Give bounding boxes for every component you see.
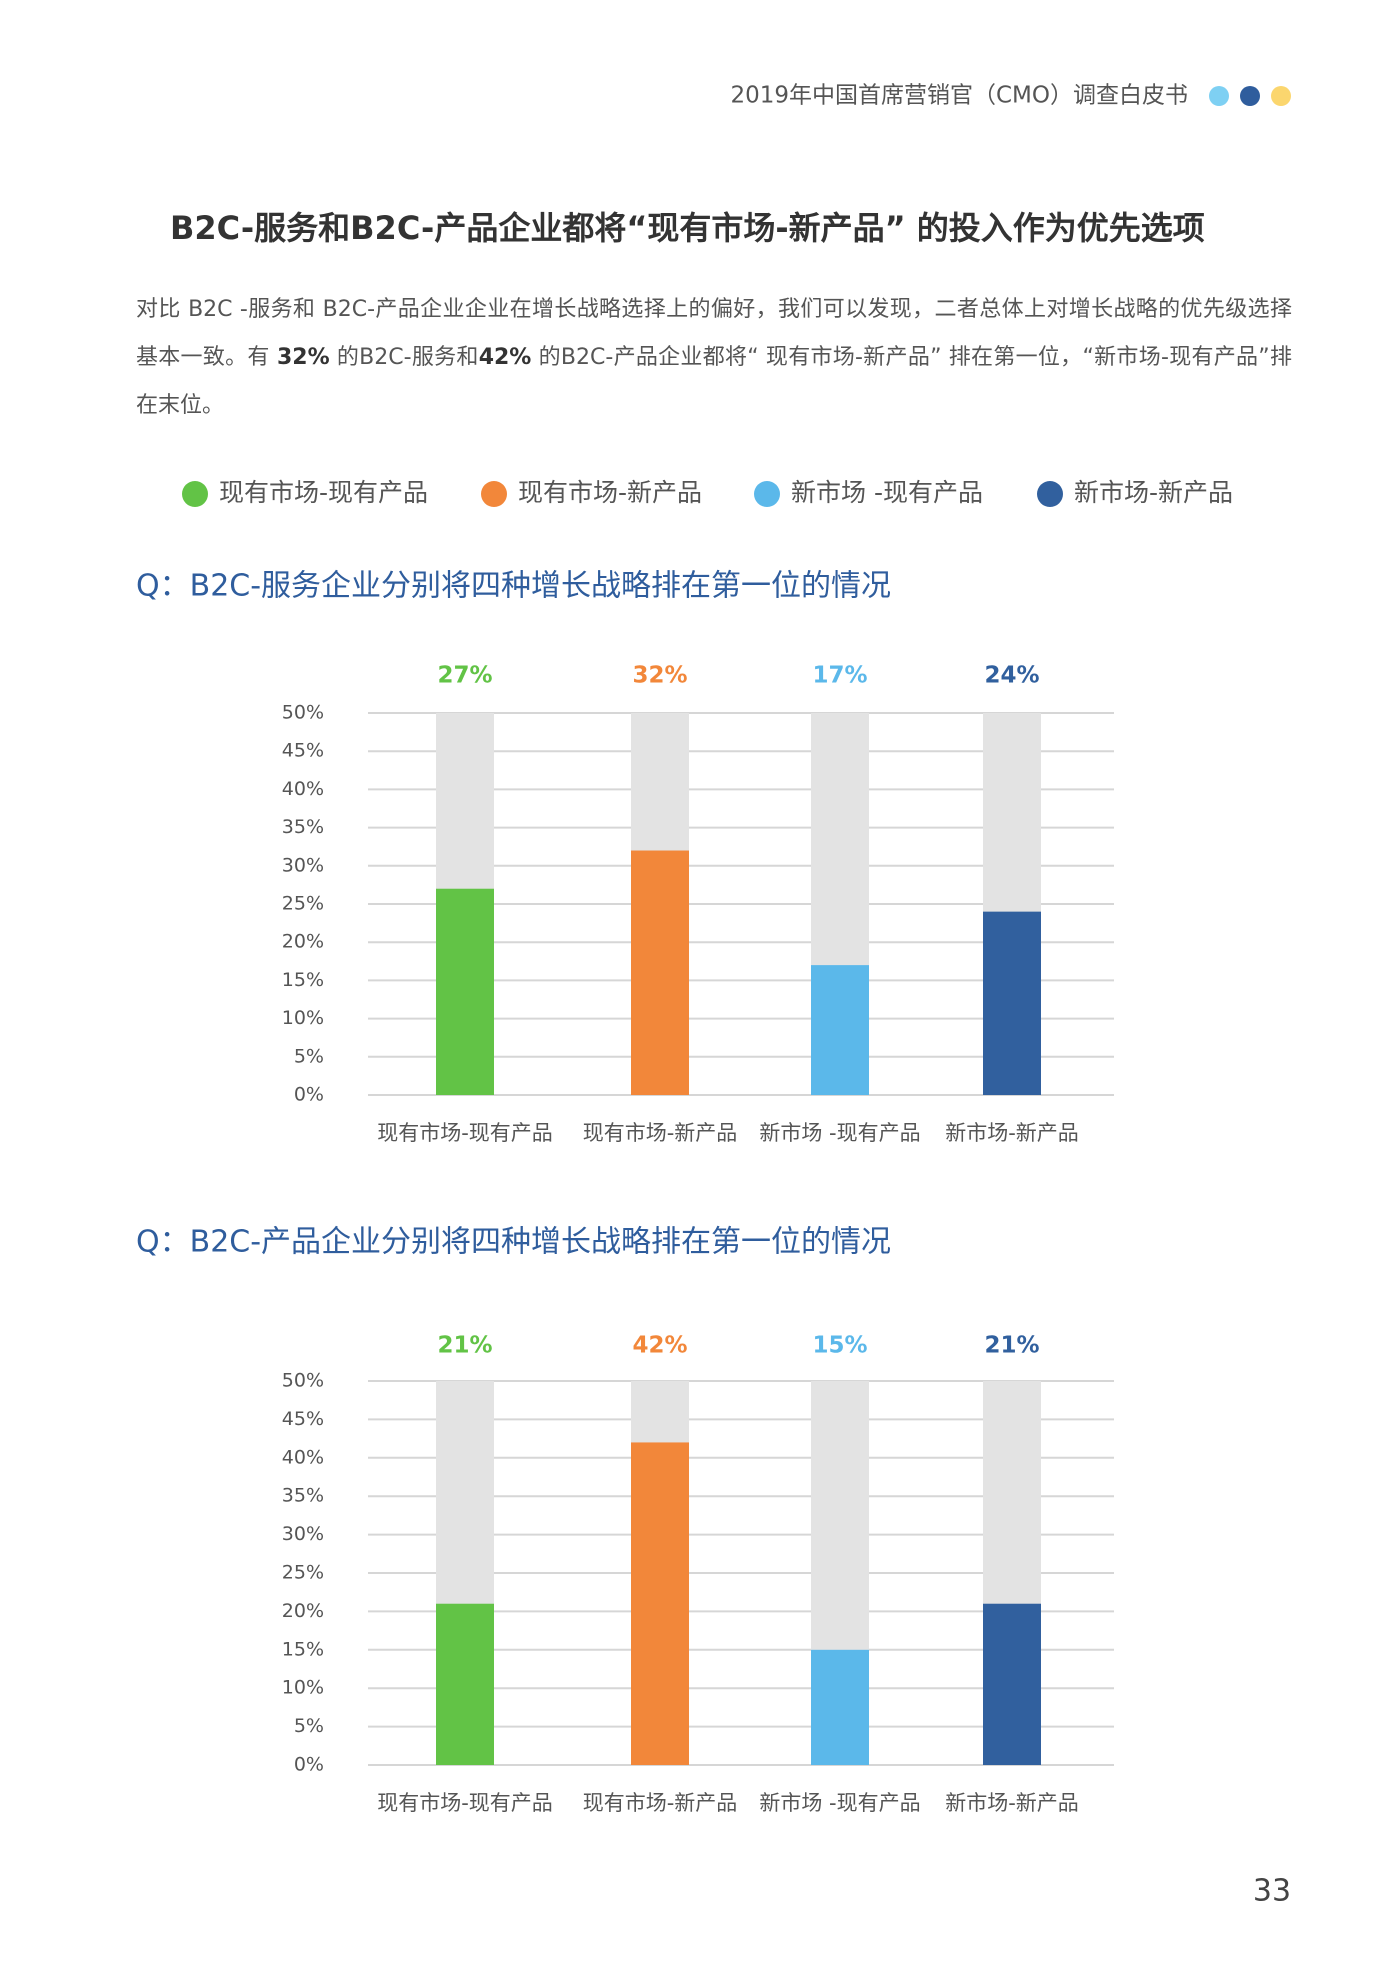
chart-title: Q：B2C-服务企业分别将四种增长战略排在第一位的情况 xyxy=(136,569,891,604)
x-tick-label: 新市场-新产品 xyxy=(945,1121,1079,1145)
legend-swatch xyxy=(1037,481,1063,507)
y-tick-label: 30% xyxy=(282,1523,324,1545)
y-tick-label: 15% xyxy=(282,969,324,991)
x-tick-label: 新市场-新产品 xyxy=(945,1791,1079,1815)
value-label: 24% xyxy=(984,663,1039,689)
legend-swatch xyxy=(754,481,780,507)
bar xyxy=(436,888,494,1095)
y-tick-label: 0% xyxy=(294,1754,324,1776)
chart-title: Q：B2C-产品企业分别将四种增长战略排在第一位的情况 xyxy=(136,1225,891,1260)
paragraph-text: 的B2C-服务和 xyxy=(329,345,479,370)
y-tick-label: 50% xyxy=(282,702,324,724)
value-label: 17% xyxy=(812,663,867,689)
y-tick-label: 10% xyxy=(282,1007,324,1029)
paragraph-text: 的B2C-产品企业都将“ 现有市场-新产品” 排在第一位，“新市场-现有产品”排… xyxy=(136,345,1292,418)
value-label: 15% xyxy=(812,1333,867,1359)
value-label: 21% xyxy=(984,1333,1039,1359)
page-number: 33 xyxy=(1253,1874,1291,1909)
y-tick-label: 45% xyxy=(282,1408,324,1430)
bar xyxy=(631,1442,689,1765)
legend-swatch xyxy=(182,481,208,507)
y-tick-label: 5% xyxy=(294,1045,324,1067)
x-tick-label: 新市场 -现有产品 xyxy=(759,1121,920,1145)
legend-label: 新市场-新产品 xyxy=(1074,478,1233,507)
value-label: 27% xyxy=(437,663,492,689)
y-tick-label: 20% xyxy=(282,1600,324,1622)
bar xyxy=(983,1603,1041,1765)
header: 2019年中国首席营销官（CMO）调查白皮书 xyxy=(730,83,1188,109)
bar xyxy=(811,1649,869,1765)
paragraph-text: 32% xyxy=(276,345,330,370)
y-tick-label: 15% xyxy=(282,1638,324,1660)
x-tick-label: 现有市场-新产品 xyxy=(583,1121,738,1145)
legend-swatch xyxy=(481,481,507,507)
paragraph-text: 对比 B2C -服务和 B2C-产品企业企业在增长战略选择上的偏好，我们可以发现… xyxy=(136,297,1292,370)
bar xyxy=(436,1603,494,1765)
legend-label: 新市场 -现有产品 xyxy=(791,478,983,507)
y-tick-label: 50% xyxy=(282,1370,324,1392)
header-dot xyxy=(1271,86,1291,106)
y-tick-label: 20% xyxy=(282,931,324,953)
legend-label: 现有市场-新产品 xyxy=(518,478,702,507)
y-tick-label: 40% xyxy=(282,1446,324,1468)
y-tick-label: 30% xyxy=(282,854,324,876)
y-tick-label: 35% xyxy=(282,816,324,838)
x-tick-label: 现有市场-新产品 xyxy=(583,1791,738,1815)
value-label: 32% xyxy=(632,663,687,689)
y-tick-label: 40% xyxy=(282,778,324,800)
y-tick-label: 35% xyxy=(282,1485,324,1507)
bar xyxy=(983,911,1041,1095)
paragraph-text: 42% xyxy=(478,345,532,370)
y-tick-label: 25% xyxy=(282,1562,324,1584)
y-tick-label: 10% xyxy=(282,1677,324,1699)
header-dot xyxy=(1240,86,1260,106)
legend-label: 现有市场-现有产品 xyxy=(219,478,428,507)
y-tick-label: 0% xyxy=(294,1084,324,1106)
x-tick-label: 现有市场-现有产品 xyxy=(377,1791,553,1815)
x-tick-label: 新市场 -现有产品 xyxy=(759,1791,920,1815)
x-tick-label: 现有市场-现有产品 xyxy=(377,1121,553,1145)
page-title: B2C-服务和B2C-产品企业都将“现有市场-新产品” 的投入作为优先选项 xyxy=(170,209,1205,247)
y-tick-label: 45% xyxy=(282,740,324,762)
value-label: 21% xyxy=(437,1333,492,1359)
y-tick-label: 5% xyxy=(294,1715,324,1737)
bar xyxy=(631,850,689,1095)
value-label: 42% xyxy=(632,1333,687,1359)
paragraph: 对比 B2C -服务和 B2C-产品企业企业在增长战略选择上的偏好，我们可以发现… xyxy=(136,286,1292,430)
y-tick-label: 25% xyxy=(282,893,324,915)
bar xyxy=(811,965,869,1095)
header-dot xyxy=(1209,86,1229,106)
